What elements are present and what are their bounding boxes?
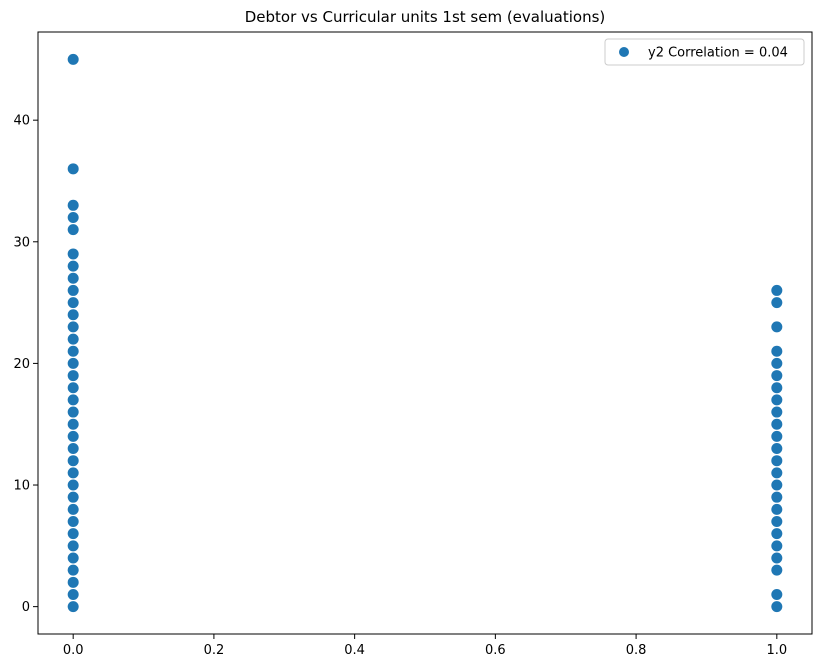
legend: y2 Correlation = 0.04 — [604, 38, 805, 66]
data-point — [771, 297, 783, 309]
data-point — [771, 588, 783, 600]
data-point — [67, 564, 79, 576]
data-point — [67, 284, 79, 296]
legend-label: y2 Correlation = 0.04 — [648, 46, 788, 61]
data-point — [67, 455, 79, 467]
x-tick-label: 0.2 — [204, 643, 225, 658]
data-point — [67, 516, 79, 528]
y-tick-label: 20 — [13, 357, 30, 372]
data-point — [771, 467, 783, 479]
data-point — [67, 309, 79, 321]
data-point — [771, 540, 783, 552]
data-point — [67, 333, 79, 345]
y-tick-label: 0 — [22, 600, 30, 615]
data-point — [771, 601, 783, 613]
data-point — [771, 418, 783, 430]
data-point — [771, 528, 783, 540]
data-point — [67, 199, 79, 211]
data-point — [67, 345, 79, 357]
data-point — [67, 297, 79, 309]
data-point — [67, 528, 79, 540]
x-tick-label: 0.8 — [626, 643, 647, 658]
data-point — [67, 382, 79, 394]
x-tick-label: 0.6 — [485, 643, 506, 658]
data-point — [771, 321, 783, 333]
data-point — [67, 272, 79, 284]
data-point — [67, 443, 79, 455]
data-point — [67, 503, 79, 515]
data-point — [67, 370, 79, 382]
data-point — [771, 455, 783, 467]
data-point — [67, 248, 79, 260]
data-point — [771, 516, 783, 528]
y-tick-label: 10 — [13, 479, 30, 494]
y-axis: 0 10 20 30 40 — [13, 114, 38, 615]
data-point — [771, 443, 783, 455]
y-tick-label: 30 — [13, 235, 30, 250]
plot-area — [67, 53, 783, 613]
data-point — [771, 370, 783, 382]
data-point — [67, 357, 79, 369]
data-point — [771, 491, 783, 503]
data-point — [67, 479, 79, 491]
data-point — [67, 601, 79, 613]
data-point — [67, 211, 79, 223]
data-point — [67, 467, 79, 479]
data-point — [67, 163, 79, 175]
data-point — [771, 394, 783, 406]
data-point — [771, 357, 783, 369]
x-tick-label: 0.4 — [344, 643, 365, 658]
data-point — [67, 430, 79, 442]
data-point — [67, 53, 79, 65]
y-tick-label: 40 — [13, 114, 30, 129]
legend-marker — [619, 47, 629, 57]
chart-title: Debtor vs Curricular units 1st sem (eval… — [245, 8, 606, 26]
x-tick-label: 1.0 — [766, 643, 787, 658]
data-point — [771, 345, 783, 357]
data-point — [67, 540, 79, 552]
data-point — [771, 382, 783, 394]
data-point — [67, 321, 79, 333]
axes-frame — [37, 31, 813, 635]
x-tick-label: 0.0 — [63, 643, 84, 658]
data-point — [67, 588, 79, 600]
data-point — [67, 418, 79, 430]
data-point — [67, 394, 79, 406]
data-point — [67, 576, 79, 588]
data-point — [771, 479, 783, 491]
data-point — [67, 491, 79, 503]
legend-box — [604, 38, 805, 66]
data-point — [771, 284, 783, 296]
data-point — [771, 430, 783, 442]
data-point — [67, 260, 79, 272]
x-axis: 0.0 0.2 0.4 0.6 0.8 1.0 — [63, 634, 787, 658]
data-point — [771, 503, 783, 515]
data-point — [771, 564, 783, 576]
data-point — [67, 406, 79, 418]
data-point — [67, 552, 79, 564]
data-point — [771, 552, 783, 564]
data-point — [67, 224, 79, 236]
data-point — [771, 406, 783, 418]
